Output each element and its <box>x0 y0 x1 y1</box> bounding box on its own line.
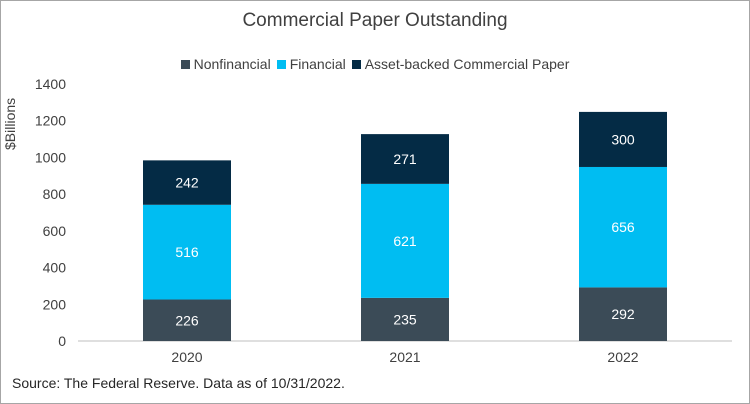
legend: Nonfinancial Financial Asset-backed Comm… <box>0 56 750 72</box>
bar-nonfinancial-2020 <box>143 299 231 341</box>
data-label: 242 <box>175 175 199 191</box>
legend-swatch-nonfinancial <box>180 59 190 69</box>
data-label: 621 <box>393 233 417 249</box>
y-tick-label: 1400 <box>35 76 66 92</box>
x-tick-label: 2021 <box>389 349 420 365</box>
y-tick-label: 200 <box>43 296 67 312</box>
legend-label-nonfinancial: Nonfinancial <box>193 56 271 72</box>
data-label: 235 <box>393 311 417 327</box>
x-tick-label: 2020 <box>171 349 202 365</box>
legend-label-financial: Financial <box>289 56 346 72</box>
x-tick-label: 2022 <box>607 349 638 365</box>
y-tick-label: 1200 <box>35 113 66 129</box>
bar-financial-2020 <box>143 204 231 300</box>
y-tick-label: 400 <box>43 260 67 276</box>
data-label: 656 <box>611 219 635 235</box>
legend-swatch-financial <box>276 59 286 69</box>
data-label: 226 <box>175 312 199 328</box>
data-label: 271 <box>393 151 417 167</box>
bar-asset-backed-commercial-paper-2021 <box>361 134 449 184</box>
bar-asset-backed-commercial-paper-2020 <box>143 160 231 205</box>
bar-asset-backed-commercial-paper-2022 <box>579 111 667 167</box>
y-tick-label: 1000 <box>35 149 66 165</box>
legend-item-financial: Financial <box>276 56 346 72</box>
bar-financial-2021 <box>361 183 449 298</box>
y-tick-label: 800 <box>43 186 67 202</box>
legend-swatch-abcp <box>351 59 361 69</box>
bar-financial-2022 <box>579 166 667 288</box>
legend-item-nonfinancial: Nonfinancial <box>180 56 271 72</box>
y-tick-label: 600 <box>43 223 67 239</box>
bar-nonfinancial-2022 <box>579 287 667 341</box>
legend-label-abcp: Asset-backed Commercial Paper <box>364 56 570 72</box>
source-note: Source: The Federal Reserve. Data as of … <box>12 375 345 391</box>
bar-nonfinancial-2021 <box>361 297 449 341</box>
legend-item-abcp: Asset-backed Commercial Paper <box>351 56 570 72</box>
data-label: 292 <box>611 306 635 322</box>
data-label: 516 <box>175 244 199 260</box>
y-tick-label: 0 <box>58 333 66 349</box>
data-label: 300 <box>611 131 635 147</box>
chart-title: Commercial Paper Outstanding <box>242 10 508 31</box>
